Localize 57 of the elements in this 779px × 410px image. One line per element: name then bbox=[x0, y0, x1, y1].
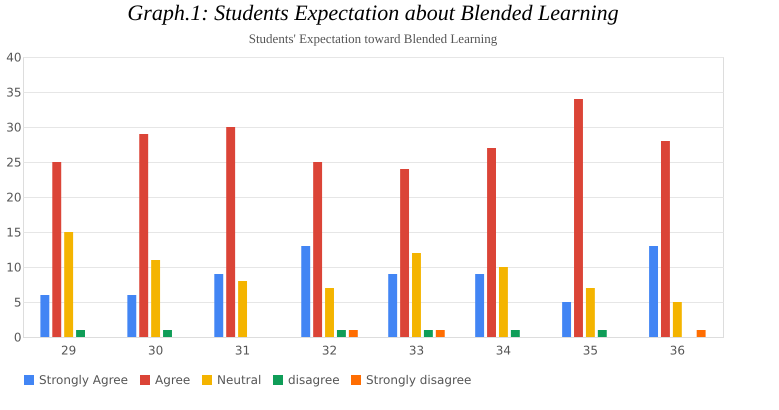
bar bbox=[400, 169, 410, 337]
x-tick-label: 30 bbox=[148, 344, 164, 358]
bar bbox=[313, 162, 322, 337]
bar bbox=[424, 330, 433, 337]
bar bbox=[388, 274, 398, 337]
bar bbox=[52, 162, 62, 337]
y-tick-label: 10 bbox=[6, 260, 22, 274]
y-tick-label: 15 bbox=[6, 226, 22, 240]
legend-label: Agree bbox=[155, 373, 190, 387]
bar bbox=[660, 141, 670, 337]
bar bbox=[238, 281, 248, 337]
bar bbox=[672, 302, 682, 337]
bar bbox=[586, 288, 595, 337]
bar bbox=[139, 134, 148, 337]
bar bbox=[214, 274, 224, 337]
legend-label: Strongly Agree bbox=[39, 373, 128, 387]
x-tick-label: 34 bbox=[496, 344, 512, 358]
x-tick-label: 33 bbox=[408, 344, 424, 358]
x-tick-label: 36 bbox=[670, 344, 685, 358]
bar bbox=[510, 330, 520, 337]
legend-label: Neutral bbox=[217, 373, 262, 387]
bar bbox=[574, 99, 583, 337]
bar bbox=[475, 274, 484, 337]
bar bbox=[226, 127, 236, 337]
legend-label: Strongly disagree bbox=[366, 373, 472, 387]
bar bbox=[348, 330, 358, 337]
y-tick-label: 30 bbox=[6, 120, 22, 134]
x-tick-label: 32 bbox=[322, 344, 338, 358]
bar bbox=[163, 330, 172, 337]
y-tick-label: 5 bbox=[14, 296, 22, 310]
chart-title: Graph.1: Students Expectation about Blended Learning bbox=[127, 0, 619, 25]
bar bbox=[696, 330, 706, 337]
bar bbox=[412, 253, 421, 337]
bar bbox=[649, 246, 658, 337]
y-tick-label: 0 bbox=[14, 330, 22, 344]
bar bbox=[151, 260, 160, 337]
y-tick-label: 25 bbox=[6, 156, 22, 170]
bar bbox=[64, 232, 74, 337]
bar bbox=[336, 330, 346, 337]
legend-label: disagree bbox=[288, 373, 340, 387]
bar bbox=[76, 330, 86, 337]
bar bbox=[436, 330, 445, 337]
x-tick-label: 31 bbox=[234, 344, 250, 358]
bar bbox=[127, 295, 136, 337]
bar bbox=[487, 148, 496, 337]
x-tick-label: 29 bbox=[61, 344, 76, 358]
bar bbox=[40, 295, 50, 337]
y-tick-label: 20 bbox=[6, 190, 22, 204]
chart-subtitle: Students' Expectation toward Blended Learning bbox=[248, 31, 498, 46]
y-tick-label: 40 bbox=[6, 50, 22, 64]
bar bbox=[301, 246, 310, 337]
bar bbox=[598, 330, 607, 337]
bar bbox=[562, 302, 572, 337]
x-tick-label: 35 bbox=[582, 344, 598, 358]
bar bbox=[498, 267, 508, 337]
y-tick-label: 35 bbox=[6, 86, 22, 100]
bar bbox=[325, 288, 334, 337]
